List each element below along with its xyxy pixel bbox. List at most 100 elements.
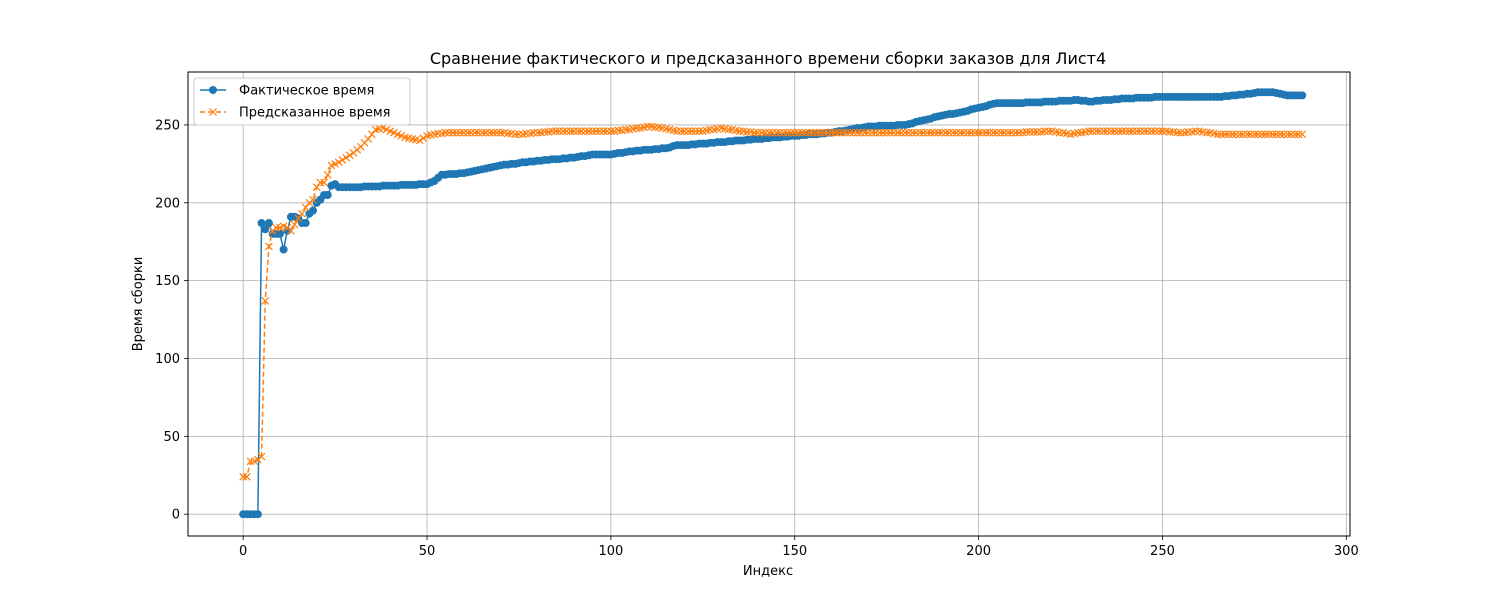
- legend-label-predicted: Предсказанное время: [239, 106, 390, 121]
- data-point: [1129, 127, 1137, 136]
- data-point: [1121, 127, 1130, 136]
- data-point: [1276, 130, 1285, 139]
- data-point: [1040, 127, 1049, 136]
- data-point: [1132, 127, 1141, 136]
- data-point: [1173, 128, 1182, 137]
- data-point: [1235, 130, 1244, 139]
- data-point: [978, 128, 987, 137]
- data-point: [761, 128, 770, 137]
- data-point: [1272, 130, 1281, 139]
- data-point: [309, 206, 318, 215]
- x-tick-label: 200: [966, 544, 991, 559]
- data-point: [581, 127, 590, 136]
- data-point: [1298, 91, 1307, 100]
- data-point: [1151, 127, 1160, 136]
- legend-marker-predicted: [209, 108, 217, 116]
- data-point: [676, 127, 685, 136]
- data-point: [849, 128, 858, 137]
- data-point: [1029, 128, 1038, 136]
- data-point: [496, 128, 505, 137]
- data-point: [548, 127, 556, 136]
- data-point: [879, 128, 887, 137]
- data-point: [434, 129, 442, 138]
- data-point: [776, 128, 784, 137]
- data-point: [1287, 130, 1296, 139]
- data-point: [912, 128, 921, 137]
- data-point: [529, 128, 538, 137]
- y-tick-label: 250: [155, 118, 180, 133]
- data-point: [298, 209, 306, 218]
- data-point: [798, 128, 807, 137]
- data-point: [246, 457, 255, 466]
- data-point: [1250, 130, 1259, 139]
- data-point: [1015, 128, 1023, 137]
- data-point: [1257, 130, 1266, 139]
- data-point: [1261, 130, 1270, 139]
- data-point: [864, 128, 873, 137]
- data-point: [805, 128, 814, 137]
- data-point: [264, 219, 273, 228]
- data-point: [1055, 128, 1064, 137]
- data-point: [897, 128, 906, 137]
- data-point: [875, 128, 884, 137]
- data-point: [312, 183, 321, 192]
- data-point: [588, 127, 597, 136]
- data-point: [963, 128, 972, 137]
- data-point: [908, 128, 917, 137]
- data-point: [309, 195, 317, 204]
- data-point: [687, 127, 696, 136]
- data-point: [1184, 128, 1193, 136]
- data-point: [809, 128, 818, 137]
- data-point: [871, 128, 880, 137]
- data-point: [264, 242, 273, 251]
- y-tick-label: 0: [172, 508, 180, 523]
- data-point: [606, 127, 615, 136]
- x-tick-label: 100: [598, 544, 623, 559]
- x-tick-label: 150: [782, 544, 807, 559]
- data-point: [1202, 128, 1211, 137]
- legend-label-actual: Фактическое время: [239, 84, 374, 99]
- data-point: [621, 125, 630, 134]
- data-point: [481, 128, 490, 137]
- data-point: [1004, 128, 1012, 137]
- data-point: [1096, 127, 1104, 136]
- data-point: [754, 128, 762, 137]
- data-point: [941, 128, 950, 137]
- data-point: [724, 125, 733, 134]
- data-point: [279, 245, 288, 254]
- data-point: [555, 127, 564, 136]
- data-point: [419, 134, 428, 143]
- data-point: [684, 127, 693, 136]
- data-point: [1007, 128, 1016, 137]
- data-point: [834, 128, 843, 137]
- data-point: [577, 127, 586, 136]
- data-point: [456, 128, 465, 137]
- data-point: [1283, 130, 1292, 139]
- data-point: [364, 135, 373, 143]
- data-point: [1154, 127, 1163, 136]
- data-point: [886, 128, 895, 137]
- legend-marker-actual: [209, 86, 217, 94]
- data-point: [595, 127, 604, 136]
- data-point: [893, 128, 902, 137]
- data-point: [522, 129, 531, 138]
- data-point: [1140, 127, 1149, 136]
- data-point: [860, 128, 869, 137]
- data-point: [919, 128, 928, 137]
- data-point: [287, 226, 295, 235]
- data-point: [1044, 127, 1053, 136]
- data-point: [901, 128, 909, 137]
- chart-title: Сравнение фактического и предсказанного …: [430, 49, 1106, 68]
- data-point: [470, 128, 479, 137]
- data-point: [1158, 127, 1167, 136]
- data-point: [1107, 127, 1115, 136]
- data-point: [1176, 128, 1185, 137]
- data-point: [783, 128, 792, 137]
- data-point: [853, 128, 862, 137]
- data-point: [930, 128, 939, 137]
- data-point: [695, 127, 704, 136]
- data-point: [592, 127, 601, 136]
- data-point: [1136, 127, 1145, 136]
- data-point: [923, 128, 932, 137]
- data-point: [1143, 127, 1152, 136]
